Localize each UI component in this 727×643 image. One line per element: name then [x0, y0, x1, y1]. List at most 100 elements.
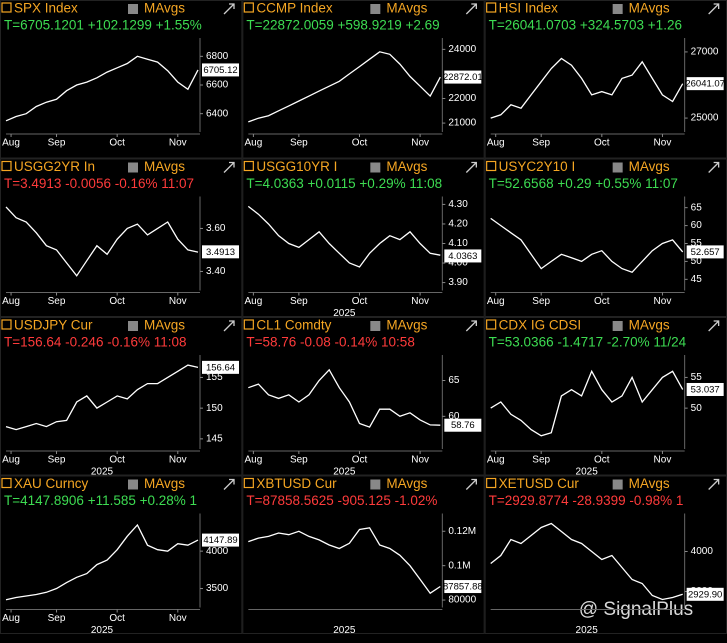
legend-swatch	[612, 162, 623, 173]
panel	[484, 475, 727, 634]
x-year-label: 2025	[333, 308, 356, 319]
x-tick-label: Oct	[352, 455, 368, 466]
expand-icon	[223, 478, 235, 490]
x-tick-label: Aug	[487, 296, 505, 307]
price-line	[247, 205, 441, 268]
x-tick-label: Oct	[109, 296, 125, 307]
y-tick-label: 50	[691, 403, 703, 414]
y-tick-label: 60	[691, 220, 703, 231]
x-tick-label: Nov	[169, 138, 187, 149]
x-tick-label: Sep	[290, 138, 308, 149]
panel	[242, 0, 485, 159]
chart-title: HSI Index	[499, 1, 559, 16]
price-line	[248, 368, 441, 428]
price-line	[248, 51, 441, 123]
legend-swatch	[128, 162, 138, 173]
price-line	[5, 523, 199, 601]
expand-icon	[465, 320, 477, 332]
legend-label: MAvgs	[386, 476, 427, 491]
price-line	[490, 369, 684, 437]
legend-swatch	[128, 4, 138, 14]
panel-icon	[1, 319, 12, 330]
y-tick-label: 155	[206, 372, 223, 383]
x-tick-label: Nov	[654, 455, 672, 466]
quote: T=3.4913 -0.0056 -0.16% 11:07	[4, 176, 194, 191]
y-tick-label: 6800	[206, 51, 229, 62]
x-tick-label: Nov	[169, 613, 187, 624]
legend-label: MAvgs	[629, 476, 670, 491]
expand-icon	[465, 161, 477, 173]
last-value-label: 6705.12	[203, 65, 237, 76]
legend-label: MAvgs	[386, 318, 427, 333]
chart-title: XBTUSD Cur	[256, 476, 337, 491]
price-line	[490, 522, 683, 601]
panel-icon	[1, 477, 12, 489]
x-tick-label: Sep	[532, 455, 550, 466]
x-tick-label: Nov	[411, 138, 429, 149]
panel	[0, 317, 243, 476]
legend-label: MAvgs	[629, 318, 670, 333]
panel-icon	[243, 477, 254, 489]
expand-icon	[708, 3, 720, 15]
legend-swatch	[612, 479, 623, 490]
x-year-label: 2025	[333, 625, 356, 636]
quote: T=58.76 -0.08 -0.14% 10:58	[246, 335, 415, 350]
quote: T=156.64 -0.246 -0.16% 11:08	[4, 335, 187, 350]
x-tick-label: Aug	[2, 138, 20, 149]
last-value-box	[444, 249, 482, 263]
panel-icon	[1, 160, 12, 172]
price-line	[248, 527, 441, 595]
expand-icon	[708, 161, 720, 173]
panel-icon	[486, 477, 497, 489]
y-tick-label: 4000	[691, 546, 714, 557]
panel	[0, 475, 243, 634]
last-value-box	[686, 77, 724, 91]
x-tick-label: Oct	[109, 613, 125, 624]
legend-swatch	[128, 479, 138, 490]
last-value-label: 3.4913	[206, 247, 235, 258]
x-tick-label: Nov	[654, 138, 672, 149]
last-value-label: 87857.88	[443, 582, 483, 593]
chart-title: CDX IG CDSI	[499, 318, 582, 333]
panel-icon	[1, 2, 12, 13]
price-line	[5, 55, 199, 122]
x-tick-label: Nov	[169, 296, 187, 307]
y-tick-label: 145	[206, 433, 223, 444]
panel-icon	[243, 319, 254, 330]
legend-label: MAvgs	[629, 1, 670, 16]
expand-icon	[223, 320, 235, 332]
x-tick-label: Sep	[48, 613, 66, 624]
quote: T=87858.5625 -905.125 -1.02%	[246, 493, 437, 508]
expand-icon	[223, 161, 235, 173]
x-tick-label: Sep	[290, 455, 308, 466]
panel-icon	[486, 2, 497, 13]
panel	[484, 0, 727, 159]
y-tick-label: 150	[206, 403, 223, 414]
y-tick-label: 6600	[206, 80, 229, 91]
quote: T=52.6568 +0.29 +0.55% 11:07	[489, 176, 678, 191]
y-tick-label: 65	[691, 202, 703, 213]
expand-icon	[708, 320, 720, 332]
panel-icon	[486, 160, 497, 172]
y-tick-label: 45	[691, 274, 703, 285]
last-value-label: 52.657	[691, 247, 720, 258]
y-tick-label: 4.30	[448, 199, 468, 210]
y-tick-label: 80000	[448, 595, 476, 606]
x-tick-label: Nov	[411, 296, 429, 307]
chart-title: USGG2YR In	[14, 159, 95, 174]
quote: T=4.0363 +0.0115 +0.29% 11:08	[246, 176, 442, 191]
price-line	[5, 206, 199, 277]
panel	[484, 317, 727, 476]
x-tick-label: Aug	[244, 138, 262, 149]
last-value-label: 4147.89	[203, 535, 237, 546]
x-year-label: 2025	[91, 625, 114, 636]
quote: T=26041.0703 +324.5703 +1.26	[489, 18, 682, 33]
last-value-label: 22872.01	[443, 72, 483, 83]
y-tick-label: 21000	[448, 118, 476, 129]
legend-swatch	[612, 321, 623, 331]
y-tick-label: 3500	[206, 583, 229, 594]
legend-swatch	[370, 321, 381, 331]
x-tick-label: Nov	[654, 296, 672, 307]
last-value-label: 53.037	[691, 385, 720, 396]
